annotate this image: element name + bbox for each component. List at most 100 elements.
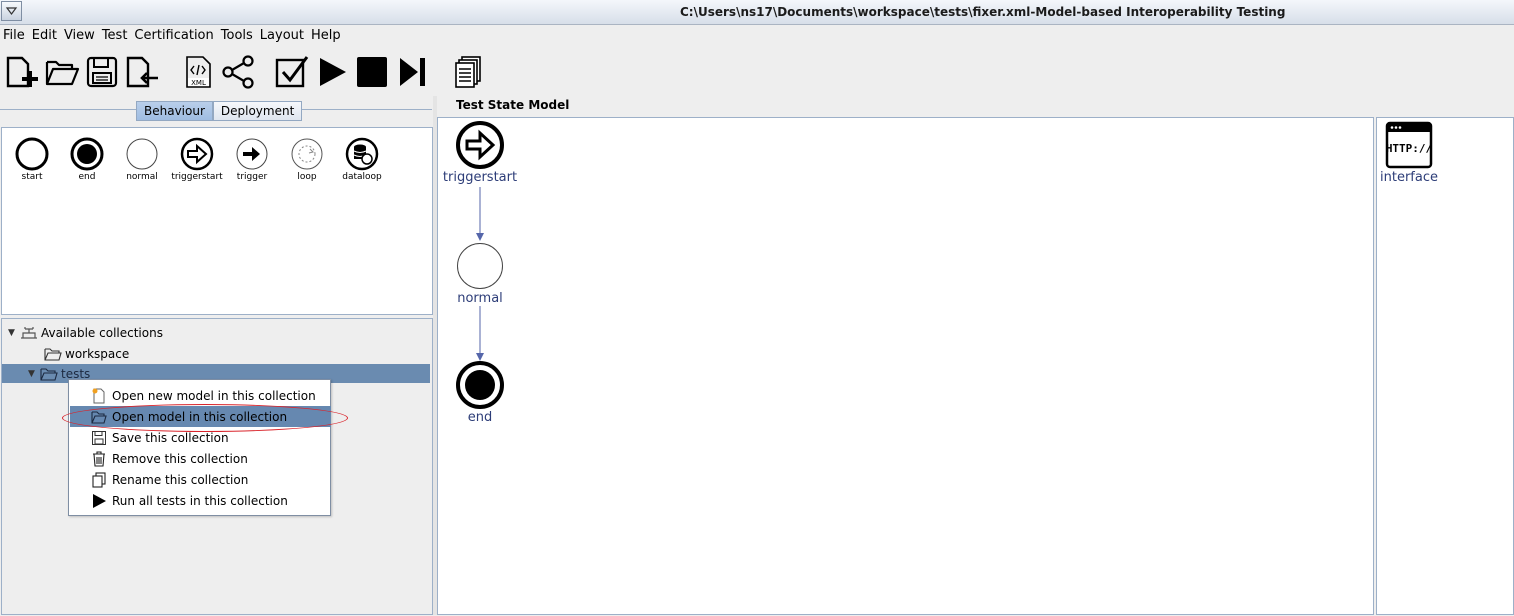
- xml-icon-label: XML: [191, 79, 206, 87]
- trigger-node-icon: [235, 137, 269, 171]
- window-menu-button[interactable]: [1, 1, 22, 21]
- xml-view-button[interactable]: XML: [180, 54, 216, 90]
- loop-node-icon: [290, 137, 324, 171]
- annotation-oval: [62, 404, 348, 432]
- import-button[interactable]: [124, 54, 160, 90]
- triggerstart-node-icon: [455, 120, 505, 170]
- menu-view[interactable]: View: [61, 26, 99, 46]
- expand-toggle-icon[interactable]: ▼: [28, 369, 40, 379]
- normal-node-icon: [455, 241, 505, 291]
- palette-start[interactable]: start: [4, 137, 60, 182]
- triggerstart-node-icon: [180, 137, 214, 171]
- palette-trigger[interactable]: trigger: [224, 137, 280, 182]
- stop-button[interactable]: [354, 54, 390, 90]
- palette-start-label: start: [4, 172, 60, 182]
- new-file-icon: [91, 388, 107, 404]
- menu-item-run-all-tests-label: Run all tests in this collection: [112, 494, 288, 508]
- menu-item-open-new-model-label: Open new model in this collection: [112, 389, 316, 403]
- palette-loop-label: loop: [279, 172, 335, 182]
- menu-help[interactable]: Help: [308, 26, 345, 46]
- tree-item-workspace-label: workspace: [65, 347, 129, 361]
- menu-item-open-new-model[interactable]: Open new model in this collection: [70, 385, 331, 406]
- floppy-disk-icon: [91, 430, 107, 446]
- palette-dataloop-label: dataloop: [334, 172, 390, 182]
- normal-node-icon: [125, 137, 159, 171]
- toolbar: XML: [0, 50, 1514, 94]
- menu-item-run-all-tests[interactable]: Run all tests in this collection: [70, 490, 331, 511]
- window-title: C:\Users\ns17\Documents\workspace\tests\…: [680, 5, 1285, 19]
- menu-bar: File Edit View Test Certification Tools …: [0, 26, 1514, 46]
- panel-tabs: Behaviour Deployment: [136, 101, 302, 121]
- menu-layout[interactable]: Layout: [257, 26, 308, 46]
- node-interface[interactable]: HTTP:// interface: [1364, 120, 1454, 185]
- play-icon: [91, 493, 107, 509]
- tab-deployment[interactable]: Deployment: [213, 101, 302, 121]
- node-triggerstart[interactable]: triggerstart: [435, 120, 525, 185]
- menu-item-remove-collection-label: Remove this collection: [112, 452, 248, 466]
- checkbox-check-icon: [274, 54, 310, 90]
- end-node-icon: [455, 360, 505, 410]
- node-triggerstart-label: triggerstart: [443, 170, 517, 185]
- validate-button[interactable]: [274, 54, 310, 90]
- start-node-icon: [15, 137, 49, 171]
- new-file-icon: [4, 54, 40, 90]
- menu-item-rename-collection-label: Rename this collection: [112, 473, 248, 487]
- tree-root[interactable]: ▼ Available collections: [8, 323, 428, 342]
- menu-edit[interactable]: Edit: [29, 26, 61, 46]
- palette-trigger-label: trigger: [224, 172, 280, 182]
- save-button[interactable]: [84, 54, 120, 90]
- menu-item-save-collection-label: Save this collection: [112, 431, 229, 445]
- tree-item-workspace[interactable]: workspace: [44, 344, 424, 363]
- folder-icon: [44, 347, 62, 361]
- node-normal[interactable]: normal: [435, 241, 525, 306]
- palette-triggerstart-label: triggerstart: [169, 172, 225, 182]
- menu-item-rename-collection[interactable]: Rename this collection: [70, 469, 331, 490]
- node-normal-label: normal: [457, 291, 503, 306]
- model-canvas[interactable]: triggerstart normal end: [437, 117, 1374, 615]
- tree-root-label: Available collections: [41, 326, 163, 340]
- documents-icon: [450, 54, 486, 90]
- chevron-down-icon: [2, 2, 21, 20]
- tab-behaviour[interactable]: Behaviour: [136, 101, 213, 121]
- palette-loop[interactable]: loop: [279, 137, 335, 182]
- expand-toggle-icon[interactable]: ▼: [8, 328, 20, 338]
- step-forward-icon: [394, 54, 430, 90]
- edges-layer: [438, 118, 1375, 616]
- menu-file[interactable]: File: [0, 26, 29, 46]
- menu-item-remove-collection[interactable]: Remove this collection: [70, 448, 331, 469]
- menu-certification[interactable]: Certification: [131, 26, 217, 46]
- collections-icon: [20, 326, 38, 340]
- menu-tools[interactable]: Tools: [218, 26, 257, 46]
- share-icon: [220, 54, 256, 90]
- http-label: HTTP://: [1386, 142, 1433, 155]
- dataloop-node-icon: [345, 137, 379, 171]
- palette-normal[interactable]: normal: [114, 137, 170, 182]
- title-bar: C:\Users\ns17\Documents\workspace\tests\…: [0, 0, 1514, 25]
- node-end-label: end: [468, 410, 493, 425]
- trash-icon: [91, 451, 107, 467]
- canvas-title: Test State Model: [456, 98, 569, 112]
- open-button[interactable]: [44, 54, 80, 90]
- xml-file-icon: XML: [180, 54, 216, 90]
- import-file-icon: [124, 54, 160, 90]
- report-button[interactable]: [450, 54, 486, 90]
- step-button[interactable]: [394, 54, 430, 90]
- palette-dataloop[interactable]: dataloop: [334, 137, 390, 182]
- new-model-button[interactable]: [4, 54, 40, 90]
- menu-test[interactable]: Test: [99, 26, 132, 46]
- node-end[interactable]: end: [435, 360, 525, 425]
- open-folder-icon: [44, 54, 80, 90]
- palette-triggerstart[interactable]: triggerstart: [169, 137, 225, 182]
- palette-end-label: end: [59, 172, 115, 182]
- floppy-disk-icon: [84, 54, 120, 90]
- palette-end[interactable]: end: [59, 137, 115, 182]
- node-palette: start end normal triggerstart trigger lo…: [1, 127, 433, 315]
- http-interface-icon: HTTP://: [1384, 120, 1434, 170]
- copy-icon: [91, 472, 107, 488]
- node-interface-label: interface: [1380, 170, 1438, 185]
- share-button[interactable]: [220, 54, 256, 90]
- deployment-panel: HTTP:// interface: [1376, 117, 1514, 615]
- palette-normal-label: normal: [114, 172, 170, 182]
- run-button[interactable]: [314, 54, 350, 90]
- play-icon: [314, 54, 350, 90]
